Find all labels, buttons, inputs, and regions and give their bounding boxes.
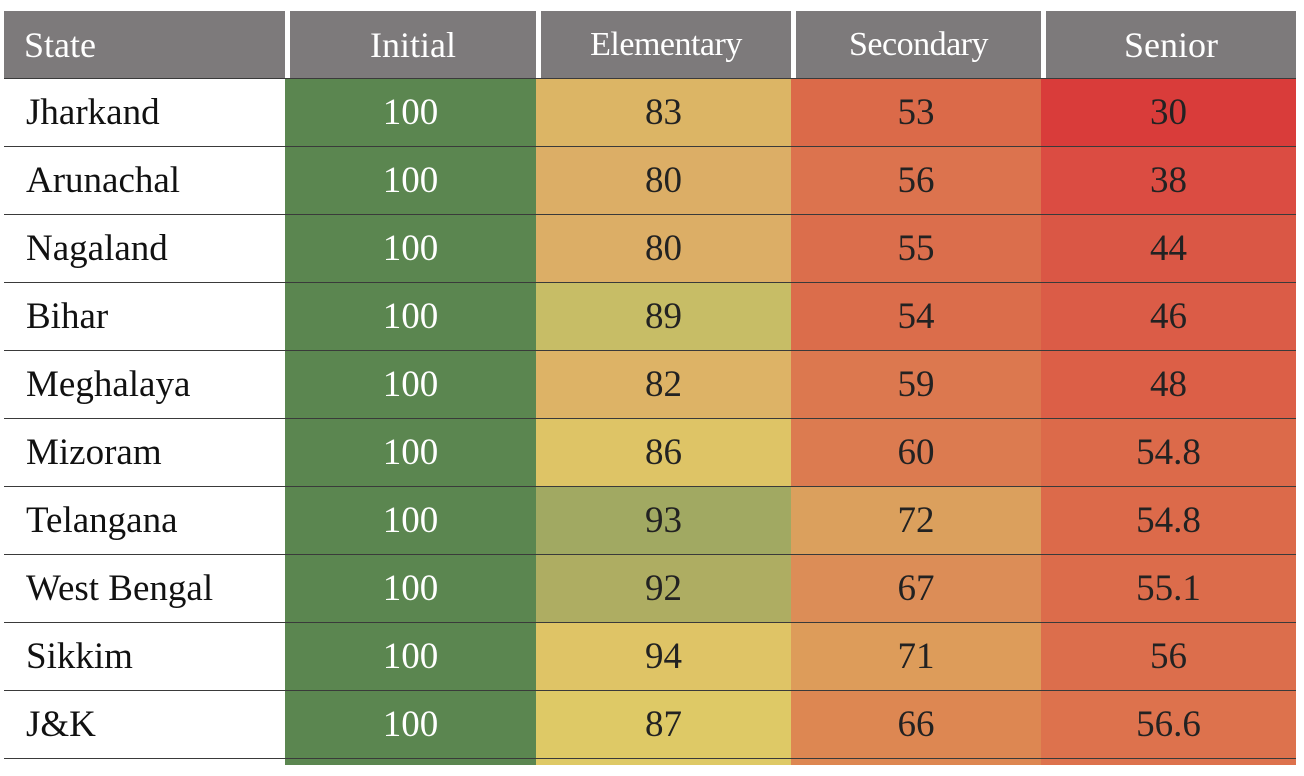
table-row: J&K 100 87 66 56.6 bbox=[4, 690, 1296, 758]
table-row: Jharkand 100 83 53 30 bbox=[4, 78, 1296, 146]
partial-cell bbox=[1041, 758, 1296, 765]
cell-elementary: 80 bbox=[536, 214, 791, 282]
table-body: Jharkand 100 83 53 30 Arunachal 100 80 56 38 Nagal… bbox=[4, 78, 1296, 765]
cell-initial: 100 bbox=[285, 690, 536, 758]
cell-senior: 48 bbox=[1041, 350, 1296, 418]
cell-initial: 100 bbox=[285, 554, 536, 622]
cell-elementary: 92 bbox=[536, 554, 791, 622]
cell-state: Mizoram bbox=[4, 418, 285, 486]
cell-initial: 100 bbox=[285, 78, 536, 146]
cell-secondary: 60 bbox=[791, 418, 1041, 486]
cell-state: J&K bbox=[4, 690, 285, 758]
cell-state: Arunachal bbox=[4, 146, 285, 214]
cell-initial: 100 bbox=[285, 282, 536, 350]
cell-senior: 46 bbox=[1041, 282, 1296, 350]
cell-senior: 44 bbox=[1041, 214, 1296, 282]
header-state: State bbox=[4, 11, 285, 78]
table-row: Arunachal 100 80 56 38 bbox=[4, 146, 1296, 214]
table-row: Nagaland 100 80 55 44 bbox=[4, 214, 1296, 282]
header-initial: Initial bbox=[285, 11, 536, 78]
header-secondary: Secondary bbox=[791, 11, 1041, 78]
cell-initial: 100 bbox=[285, 350, 536, 418]
partial-cell bbox=[4, 758, 285, 765]
partial-cell bbox=[536, 758, 791, 765]
cell-state: West Bengal bbox=[4, 554, 285, 622]
cell-secondary: 67 bbox=[791, 554, 1041, 622]
header-elementary: Elementary bbox=[536, 11, 791, 78]
cell-state: Sikkim bbox=[4, 622, 285, 690]
header-senior: Senior bbox=[1041, 11, 1296, 78]
cell-elementary: 80 bbox=[536, 146, 791, 214]
cell-elementary: 89 bbox=[536, 282, 791, 350]
table-row: Bihar 100 89 54 46 bbox=[4, 282, 1296, 350]
cell-elementary: 82 bbox=[536, 350, 791, 418]
cell-secondary: 55 bbox=[791, 214, 1041, 282]
cell-secondary: 56 bbox=[791, 146, 1041, 214]
cell-senior: 55.1 bbox=[1041, 554, 1296, 622]
data-table: State Initial Elementary Secondary Senio… bbox=[4, 11, 1296, 765]
table-row: Sikkim 100 94 71 56 bbox=[4, 622, 1296, 690]
table-row-partial bbox=[4, 758, 1296, 765]
cell-secondary: 72 bbox=[791, 486, 1041, 554]
cell-secondary: 59 bbox=[791, 350, 1041, 418]
cell-elementary: 86 bbox=[536, 418, 791, 486]
cell-senior: 38 bbox=[1041, 146, 1296, 214]
cell-senior: 56 bbox=[1041, 622, 1296, 690]
cell-secondary: 53 bbox=[791, 78, 1041, 146]
cell-elementary: 87 bbox=[536, 690, 791, 758]
cell-senior: 30 bbox=[1041, 78, 1296, 146]
cell-state: Nagaland bbox=[4, 214, 285, 282]
partial-cell bbox=[285, 758, 536, 765]
cell-senior: 54.8 bbox=[1041, 418, 1296, 486]
partial-cell bbox=[791, 758, 1041, 765]
cell-initial: 100 bbox=[285, 486, 536, 554]
cell-secondary: 71 bbox=[791, 622, 1041, 690]
cell-elementary: 83 bbox=[536, 78, 791, 146]
cell-secondary: 66 bbox=[791, 690, 1041, 758]
cell-state: Bihar bbox=[4, 282, 285, 350]
table-row: Meghalaya 100 82 59 48 bbox=[4, 350, 1296, 418]
cell-elementary: 93 bbox=[536, 486, 791, 554]
header-row: State Initial Elementary Secondary Senio… bbox=[4, 11, 1296, 78]
table-row: Mizoram 100 86 60 54.8 bbox=[4, 418, 1296, 486]
cell-state: Telangana bbox=[4, 486, 285, 554]
cell-state: Jharkand bbox=[4, 78, 285, 146]
cell-senior: 56.6 bbox=[1041, 690, 1296, 758]
cell-state: Meghalaya bbox=[4, 350, 285, 418]
cell-initial: 100 bbox=[285, 214, 536, 282]
cell-elementary: 94 bbox=[536, 622, 791, 690]
cell-senior: 54.8 bbox=[1041, 486, 1296, 554]
table-row: Telangana 100 93 72 54.8 bbox=[4, 486, 1296, 554]
cell-secondary: 54 bbox=[791, 282, 1041, 350]
cell-initial: 100 bbox=[285, 146, 536, 214]
cell-initial: 100 bbox=[285, 418, 536, 486]
table-row: West Bengal 100 92 67 55.1 bbox=[4, 554, 1296, 622]
cell-initial: 100 bbox=[285, 622, 536, 690]
